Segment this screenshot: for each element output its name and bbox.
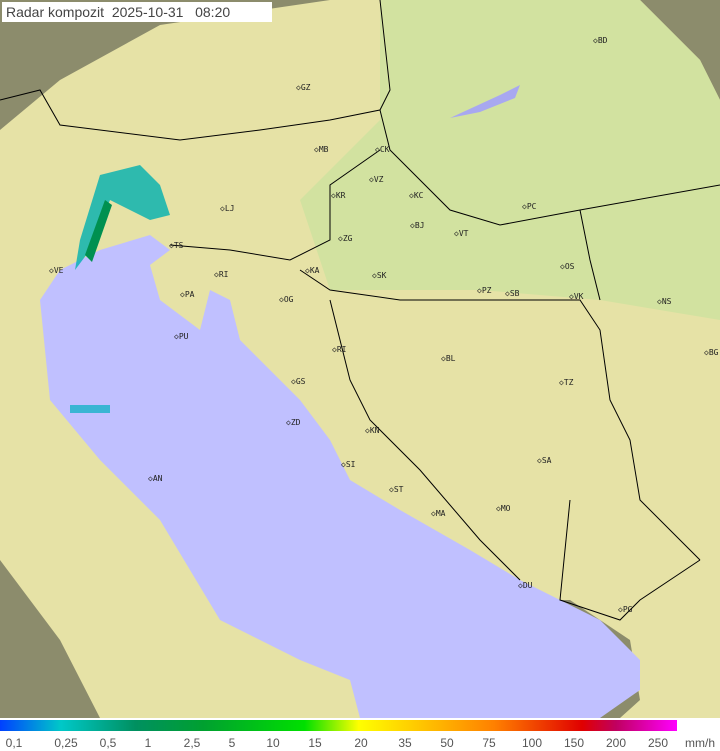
city-label: ◇BG bbox=[704, 348, 719, 357]
map-title: Radar kompozit 2025-10-31 08:20 bbox=[2, 2, 272, 22]
adriatic-sea bbox=[40, 235, 640, 718]
legend-labels: 0,1 0,25 0,5 1 2,5 5 10 15 20 35 50 75 100 150 200 250 m… bbox=[0, 736, 720, 751]
city-label: ◇VT bbox=[454, 229, 469, 238]
precipitation-color-scale bbox=[0, 720, 677, 731]
legend-tick: 100 bbox=[521, 736, 543, 750]
city-label: ◇KC bbox=[409, 191, 424, 200]
city-label: ◇LJ bbox=[220, 204, 235, 213]
legend-tick: 20 bbox=[354, 736, 368, 750]
city-label: ◇MO bbox=[496, 504, 511, 513]
legend-tick: 5 bbox=[228, 736, 236, 750]
city-label: ◇PC bbox=[522, 202, 537, 211]
land-north-green bbox=[300, 0, 720, 320]
city-label: ◇VE bbox=[49, 266, 64, 275]
legend-tick: 2,5 bbox=[183, 736, 201, 750]
city-label: ◇VK bbox=[569, 292, 584, 301]
city-label: ◇SA bbox=[537, 456, 552, 465]
city-label: ◇KR bbox=[331, 191, 346, 200]
city-label: ◇NS bbox=[657, 297, 672, 306]
precipitation-echoes bbox=[70, 165, 170, 413]
city-label: ◇MB bbox=[314, 145, 329, 154]
legend-tick: 1 bbox=[144, 736, 152, 750]
legend-tick: 35 bbox=[398, 736, 412, 750]
city-label: ◇BJ bbox=[410, 221, 425, 230]
legend-tick: 0,25 bbox=[54, 736, 78, 750]
city-label: ◇ZD bbox=[286, 418, 301, 427]
city-label: ◇GZ bbox=[296, 83, 311, 92]
legend-tick: 75 bbox=[482, 736, 496, 750]
legend-tick: 0,5 bbox=[99, 736, 117, 750]
city-label: ◇PA bbox=[180, 290, 195, 299]
city-label: ◇GS bbox=[291, 377, 306, 386]
city-label: ◇SB bbox=[505, 289, 520, 298]
city-label: ◇SI bbox=[341, 460, 356, 469]
borders bbox=[0, 0, 720, 621]
legend-tick: 150 bbox=[563, 736, 585, 750]
city-label: ◇BL bbox=[441, 354, 456, 363]
legend-tick: 15 bbox=[308, 736, 322, 750]
city-label: ◇RI bbox=[332, 345, 347, 354]
city-label: ◇PU bbox=[174, 332, 189, 341]
legend-tick: 200 bbox=[605, 736, 627, 750]
city-label: ◇OG bbox=[279, 295, 294, 304]
city-label: ◇MA bbox=[431, 509, 446, 518]
lake-balaton bbox=[450, 85, 520, 118]
city-label: ◇RI bbox=[214, 270, 229, 279]
city-label: ◇VZ bbox=[369, 175, 384, 184]
city-label: ◇TZ bbox=[559, 378, 574, 387]
city-label: ◇BD bbox=[593, 36, 608, 45]
legend-unit: mm/h bbox=[685, 736, 715, 750]
legend-tick: 250 bbox=[647, 736, 669, 750]
city-label: ◇PZ bbox=[477, 286, 492, 295]
city-label: ◇AN bbox=[148, 474, 163, 483]
city-label: ◇TS bbox=[169, 241, 184, 250]
city-label: ◇PG bbox=[618, 605, 633, 614]
city-label: ◇CK bbox=[375, 145, 390, 154]
legend-tick: 50 bbox=[440, 736, 454, 750]
city-label: ◇KN bbox=[365, 426, 380, 435]
city-label: ◇KA bbox=[305, 266, 320, 275]
city-label: ◇ST bbox=[389, 485, 404, 494]
legend-tick: 10 bbox=[266, 736, 280, 750]
city-label: ◇SK bbox=[372, 271, 387, 280]
city-label: ◇DU bbox=[518, 581, 533, 590]
legend-tick: 0,1 bbox=[5, 736, 23, 750]
radar-map[interactable] bbox=[0, 0, 720, 718]
city-label: ◇OS bbox=[560, 262, 575, 271]
city-label: ◇ZG bbox=[338, 234, 353, 243]
